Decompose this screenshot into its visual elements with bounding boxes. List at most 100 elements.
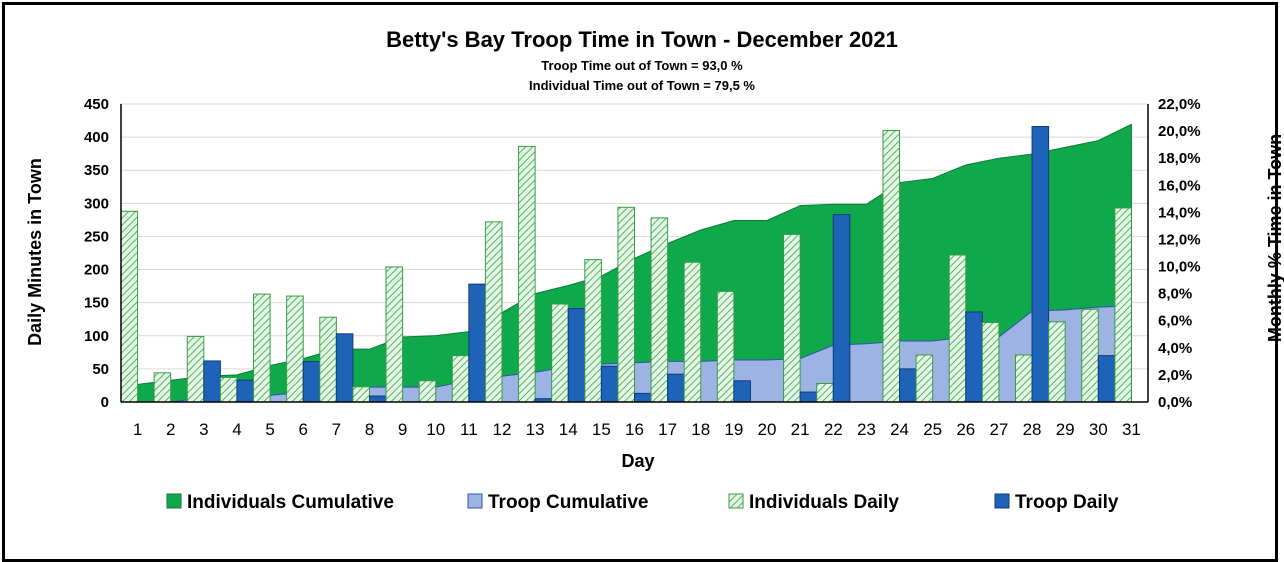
individuals-cumulative-legend-label: Individuals Cumulative (187, 492, 394, 513)
x-tick-label: 20 (758, 420, 777, 439)
axes (120, 104, 1149, 403)
individuals-daily-bar (551, 303, 569, 403)
troop-daily-bar (302, 361, 321, 403)
y-left-tick-label: 150 (84, 295, 109, 312)
troop-daily-legend-swatch (994, 493, 1010, 509)
individuals-daily-bar (683, 261, 702, 403)
x-tick-label: 8 (365, 420, 374, 439)
individuals-daily-bar (783, 233, 801, 403)
y-right-tick-label: 4,0% (1158, 340, 1192, 357)
individuals-daily-legend-label: Individuals Daily (749, 492, 899, 513)
tick-labels: 0 50 100 150 200 250 300 350 400 450 0,0% 2,0% 4,0% 6… (84, 96, 1201, 439)
individuals-daily-bar (915, 354, 934, 403)
troop-daily-bar (733, 380, 751, 403)
troop-daily-legend-label: Troop Daily (1015, 492, 1119, 513)
troop-daily-bar (799, 391, 818, 403)
y-axis-left-label: Daily Minutes in Town (25, 158, 45, 346)
x-tick-label: 31 (1122, 420, 1141, 439)
individuals-daily-bar (352, 386, 370, 403)
troop-daily-bar (335, 333, 354, 403)
y-right-tick-label: 20,0% (1158, 123, 1201, 140)
individuals-daily-bar (1014, 354, 1033, 403)
y-right-tick-label: 18,0% (1158, 150, 1201, 167)
x-tick-label: 10 (426, 420, 445, 439)
y-right-tick-label: 16,0% (1158, 177, 1201, 194)
individuals-daily-bar (948, 254, 967, 403)
x-axis-label: Day (621, 451, 654, 471)
individuals-daily-bar (617, 206, 636, 403)
x-tick-label: 14 (559, 420, 578, 439)
x-tick-label: 19 (724, 420, 743, 439)
x-tick-label: 29 (1056, 420, 1075, 439)
x-tick-label: 28 (1023, 420, 1042, 439)
x-tick-label: 25 (923, 420, 942, 439)
y-left-tick-label: 400 (84, 129, 109, 146)
individuals-daily-bar (584, 259, 602, 403)
individuals-daily-bar (120, 210, 139, 403)
chart-subtitle-individual: Individual Time out of Town = 79,5 % (529, 78, 755, 93)
troop-daily-bar (667, 373, 685, 403)
x-tick-label: 3 (199, 420, 208, 439)
individuals-daily-bar (1081, 308, 1099, 403)
y-right-tick-label: 2,0% (1158, 367, 1192, 384)
x-tick-label: 2 (166, 420, 175, 439)
y-left-tick-label: 50 (92, 361, 109, 378)
y-left-tick-label: 250 (84, 228, 109, 245)
troop-daily-bar (468, 283, 486, 403)
y-left-tick-label: 200 (84, 262, 109, 279)
individuals-daily-legend-swatch (728, 493, 744, 509)
x-tick-label: 7 (332, 420, 341, 439)
chart-title: Betty's Bay Troop Time in Town - Decembe… (386, 27, 898, 52)
x-tick-label: 26 (956, 420, 975, 439)
individuals-daily-bar (385, 266, 404, 403)
y-right-tick-label: 6,0% (1158, 313, 1192, 330)
y-right-tick-label: 10,0% (1158, 259, 1201, 276)
individuals-daily-bar (153, 372, 172, 403)
x-tick-label: 12 (493, 420, 512, 439)
x-tick-label: 17 (658, 420, 677, 439)
individuals-daily-bar (418, 380, 437, 403)
individuals-daily-bar (650, 217, 669, 403)
y-right-tick-label: 22,0% (1158, 96, 1201, 113)
troop-daily-bar (600, 365, 619, 403)
troop-cumulative-legend-label: Troop Cumulative (488, 492, 648, 513)
y-left-tick-label: 450 (84, 96, 109, 113)
y-right-tick-label: 14,0% (1158, 204, 1201, 221)
troop-daily-bar (832, 214, 851, 403)
individuals-daily-bar (716, 290, 735, 403)
x-tick-label: 13 (526, 420, 545, 439)
individuals-daily-bar (484, 221, 503, 403)
legend: Individuals Cumulative Troop Cumulative In… (166, 492, 1119, 513)
chart-subtitle-troop: Troop Time out of Town = 93,0 % (541, 58, 743, 73)
troop-cumulative-legend-swatch (467, 493, 483, 509)
x-tick-label: 23 (857, 420, 876, 439)
individuals-daily-bar (253, 293, 271, 403)
y-left-tick-label: 350 (84, 162, 109, 179)
x-tick-label: 18 (691, 420, 710, 439)
y-left-tick-label: 0 (101, 394, 109, 411)
y-left-tick-label: 300 (84, 195, 109, 212)
individuals-daily-bar (882, 129, 901, 403)
x-tick-label: 24 (890, 420, 909, 439)
x-tick-label: 21 (791, 420, 810, 439)
y-left-tick-label: 100 (84, 328, 109, 345)
individuals-daily-bar (286, 295, 304, 403)
troop-daily-bar (899, 368, 917, 403)
x-tick-label: 15 (592, 420, 611, 439)
individuals-daily-bar (186, 335, 205, 403)
troop-daily-bar (368, 395, 387, 403)
troop-daily-bar (1097, 355, 1116, 403)
x-tick-label: 4 (232, 420, 241, 439)
x-tick-label: 6 (298, 420, 307, 439)
y-axis-right-label: Monthly % Time in Town (1265, 134, 1284, 342)
individuals-daily-bar (1048, 321, 1066, 403)
individuals-cumulative-legend-swatch (166, 493, 182, 509)
individuals-daily-bar (1114, 207, 1132, 403)
individuals-daily-bar (319, 316, 337, 403)
x-tick-label: 30 (1089, 420, 1108, 439)
x-tick-label: 1 (133, 420, 142, 439)
individuals-daily-bar (981, 322, 1000, 403)
troop-daily-bar (965, 311, 983, 403)
individuals-daily-bar (816, 382, 834, 403)
y-right-tick-label: 8,0% (1158, 286, 1192, 303)
